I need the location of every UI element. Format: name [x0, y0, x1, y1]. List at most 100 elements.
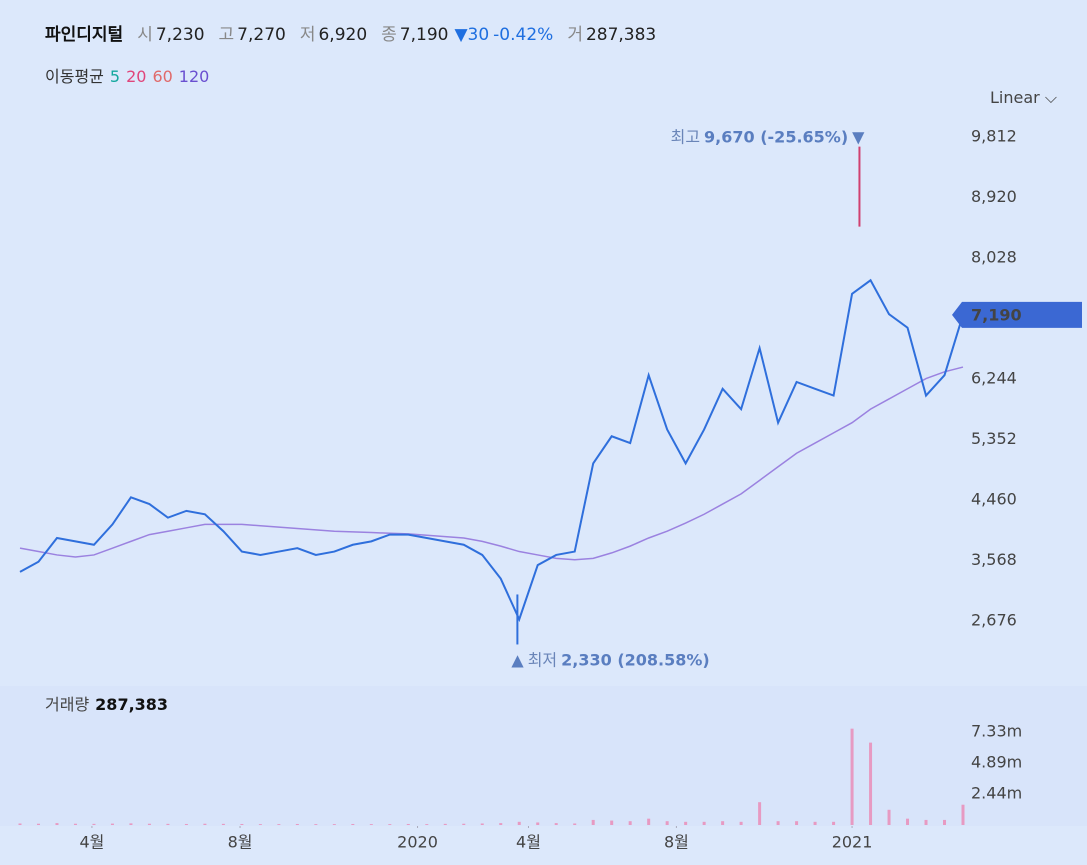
- low-text: 2,330 (208.58%): [561, 650, 710, 669]
- high-text: 최고: [671, 127, 700, 146]
- y-tick-label: 9,812: [971, 127, 1017, 146]
- volume-bar: [314, 824, 318, 825]
- x-tick-label: 2021: [832, 833, 873, 852]
- price-line: [19, 366, 964, 561]
- volume-bar: [647, 818, 651, 825]
- y-tick-label: 5,352: [971, 429, 1017, 448]
- y-tick-label: 3,568: [971, 550, 1017, 569]
- volume-bar: [536, 822, 540, 825]
- volume-bar: [147, 823, 151, 825]
- volume-bar: [277, 824, 281, 825]
- ma-period: 120: [178, 67, 210, 86]
- volume-bar: [758, 802, 762, 825]
- quote-label: 고: [218, 25, 235, 45]
- volume-bar: [813, 821, 817, 825]
- quote-value: 7,270: [237, 25, 286, 45]
- volume-bar: [850, 728, 854, 825]
- ma-period: 60: [152, 67, 173, 86]
- quote-value: 7,190: [399, 25, 449, 45]
- volume-bar: [702, 821, 706, 825]
- volume-bar: [591, 819, 595, 825]
- quote-header: 파인디지털 시 7,230 고 7,270 저 6,920 종 7,190 ▼30 -0.42% 거 2…: [45, 20, 656, 45]
- volume-pane: [0, 686, 1087, 826]
- quote-value: 6,920: [318, 25, 368, 45]
- ma-legend: 이동평균 5 20 60 120: [45, 63, 209, 87]
- volume-bar: [443, 823, 447, 825]
- ma-title: 이동평균: [45, 67, 104, 86]
- y-tick-label: 6,244: [971, 369, 1017, 388]
- low-text: 최저: [528, 650, 557, 669]
- volume-bar: [36, 823, 40, 825]
- low-annotation: ▲ 최저 2,330 (208.58%): [511, 650, 709, 669]
- volume-bar: [240, 823, 244, 825]
- volume-bar: [221, 823, 225, 825]
- volume-bar: [628, 821, 632, 825]
- volume-bar: [351, 823, 355, 825]
- volume-bar: [369, 824, 373, 825]
- high-text: 9,670 (-25.65%): [704, 127, 848, 146]
- volume-bar: [166, 823, 170, 825]
- price-line: [19, 278, 964, 623]
- volume-bar: [388, 824, 392, 825]
- volume-bar: [610, 820, 614, 825]
- change-arrow: ▼: [454, 25, 468, 45]
- volume-bar: [721, 821, 725, 825]
- volume-bar: [961, 804, 965, 825]
- volume-bar: [110, 823, 114, 825]
- volume-tick-label: 7.33m: [971, 722, 1022, 741]
- ma-period: 5: [109, 67, 121, 86]
- volume-bar: [462, 823, 466, 825]
- volume-bar: [887, 809, 891, 825]
- volume-bar: [665, 821, 669, 825]
- ma-period: 20: [126, 67, 147, 86]
- volume-label: 거: [567, 25, 583, 45]
- volume-bar: [739, 821, 743, 825]
- scale-text: Linear: [990, 88, 1040, 107]
- y-tick-label: 8,028: [971, 248, 1017, 267]
- volume-bar: [795, 821, 799, 825]
- volume-bar: [924, 819, 928, 825]
- volume-tick-label: 4.89m: [971, 753, 1022, 772]
- volume-bar: [480, 823, 484, 825]
- volume-bar: [295, 823, 299, 825]
- volume-bar: [129, 823, 133, 825]
- x-tick-label: 8월: [228, 833, 253, 852]
- x-tick-label: 4월: [516, 833, 541, 852]
- volume-bar: [573, 823, 577, 825]
- high-text: ▼: [852, 127, 865, 146]
- y-tick-label: 4,460: [971, 490, 1017, 509]
- high-annotation: 최고 9,670 (-25.65%) ▼: [671, 127, 866, 146]
- volume-bar: [906, 818, 910, 825]
- volume-bar: [517, 821, 521, 825]
- volume-tick-label: 2.44m: [971, 784, 1022, 803]
- volume-bar: [406, 823, 410, 825]
- volume-bar: [943, 819, 947, 825]
- volume-bar: [18, 823, 22, 825]
- quote-label: 저: [299, 25, 316, 45]
- volume-title: 거래량 287,383: [45, 695, 168, 714]
- quote-label: 종: [381, 25, 397, 45]
- volume-bar: [869, 742, 873, 825]
- volume-last: 287,383: [95, 695, 168, 714]
- volume-bar: [184, 823, 188, 825]
- volume-bar: [332, 824, 336, 825]
- volume-bar: [55, 823, 59, 825]
- volume-bar: [203, 823, 207, 825]
- x-tick-label: 2020: [397, 833, 438, 852]
- volume-bar: [776, 821, 780, 825]
- volume-bar: [92, 823, 96, 825]
- low-text: ▲: [511, 650, 524, 669]
- volume-title-text: 거래량: [45, 695, 89, 714]
- volume-bar: [554, 823, 558, 825]
- price-badge-label: 7,190: [971, 305, 1022, 324]
- scale-selector[interactable]: Linear ⌵: [990, 88, 1057, 107]
- quote-value: 7,230: [155, 25, 205, 45]
- price-badge: [952, 301, 1082, 328]
- change-pct: -0.42%: [493, 25, 554, 45]
- volume-bar: [425, 824, 429, 825]
- y-tick-label: 2,676: [971, 610, 1017, 629]
- x-tick-label: 4월: [79, 833, 104, 852]
- quote-label: 시: [137, 25, 153, 45]
